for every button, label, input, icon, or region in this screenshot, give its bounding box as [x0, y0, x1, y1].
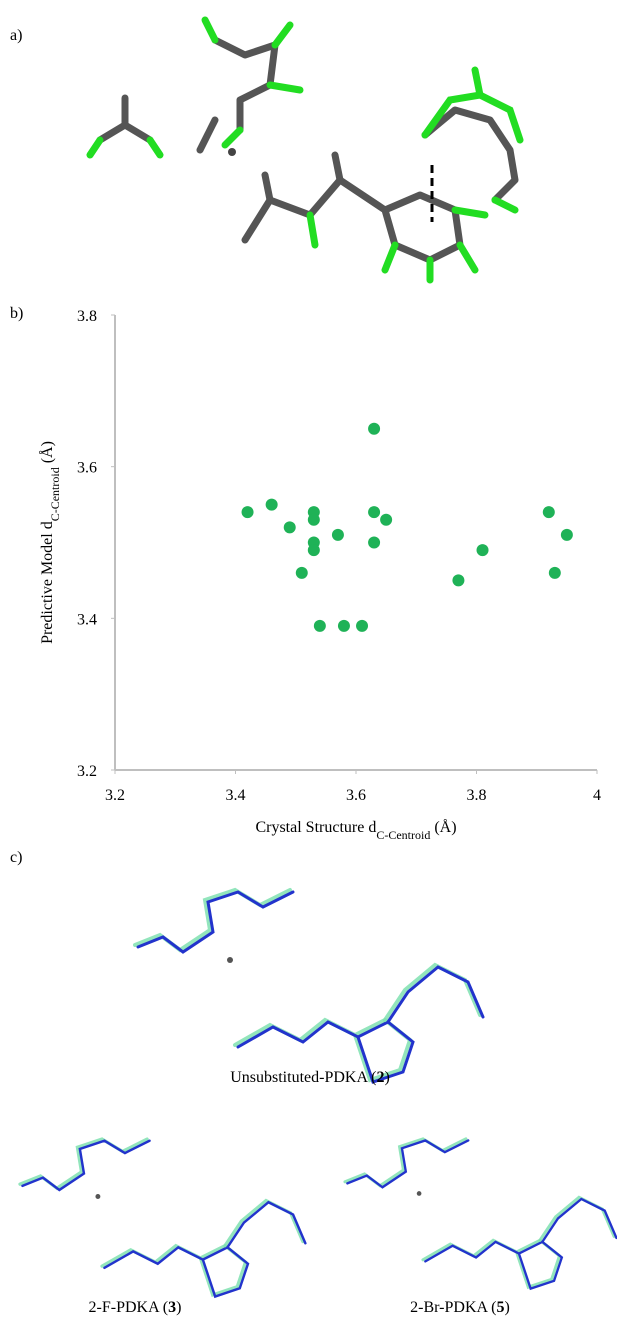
figure: a) b) c) 3.2 3.4 3.6 3.8 3.2 3.4 3.6 3.8 4 Crysta… [0, 0, 617, 1325]
caption-text: 2-Br-PDKA ( [410, 1299, 496, 1316]
y-tick-label: 3.2 [77, 763, 97, 780]
x-tick-label: 3.6 [346, 787, 366, 804]
panel-label: c) [10, 849, 22, 866]
caption-number: 2 [376, 1069, 384, 1086]
panel-label: b) [10, 305, 23, 322]
point [549, 567, 561, 579]
ylabel-sub: C-Centroid [48, 467, 62, 521]
point [452, 574, 464, 586]
point [543, 506, 555, 518]
ylabel-text: Predictive Model d [39, 521, 56, 644]
point [368, 537, 380, 549]
caption-text: ) [176, 1299, 181, 1316]
x-tick-label: 4 [593, 787, 601, 804]
xlabel-sub: C-Centroid [376, 828, 430, 842]
ylabel-unit: (Å) [38, 441, 56, 467]
point [368, 423, 380, 435]
point [308, 544, 320, 556]
point [314, 620, 326, 632]
molecule [135, 890, 483, 1082]
x-tick-label: 3.8 [467, 787, 487, 804]
atom [417, 1191, 422, 1196]
caption: 2-F-PDKA (3) [89, 1299, 182, 1316]
point [266, 499, 278, 511]
xlabel-text: Crystal Structure d [255, 819, 376, 836]
molecule [20, 1139, 305, 1296]
bond-c [423, 1240, 560, 1287]
caption-text: Unsubstituted-PDKA ( [230, 1069, 376, 1086]
caption-text: 2-F-PDKA ( [89, 1299, 169, 1316]
caption-text: ) [505, 1299, 510, 1316]
caption-number: 3 [168, 1299, 176, 1316]
atom [95, 1194, 100, 1199]
x-tick-label: 3.4 [226, 787, 246, 804]
molecule-a [90, 20, 520, 280]
point [477, 544, 489, 556]
atom [227, 957, 233, 963]
y-tick-label: 3.6 [77, 460, 97, 477]
point [242, 506, 254, 518]
x-tick-label: 3.2 [105, 787, 125, 804]
caption: Unsubstituted-PDKA (2) [230, 1069, 390, 1086]
xlabel: Crystal Structure dC-Centroid (Å) [255, 818, 456, 842]
y-tick-label: 3.4 [77, 611, 97, 628]
caption: 2-Br-PDKA (5) [410, 1299, 510, 1316]
bond-c [102, 1246, 246, 1295]
y-tick-label: 3.8 [77, 308, 97, 325]
point [284, 521, 296, 533]
ylabel: Predictive Model dC-Centroid (Å) [38, 441, 62, 644]
point [380, 514, 392, 526]
point [561, 529, 573, 541]
point [368, 506, 380, 518]
point [332, 529, 344, 541]
point [356, 620, 368, 632]
point [296, 567, 308, 579]
xlabel-unit: (Å) [430, 818, 456, 836]
point [308, 514, 320, 526]
caption-number: 5 [497, 1299, 505, 1316]
caption-text: ) [384, 1069, 389, 1086]
molecule [345, 1139, 616, 1289]
panel-label: a) [10, 27, 22, 44]
point [338, 620, 350, 632]
